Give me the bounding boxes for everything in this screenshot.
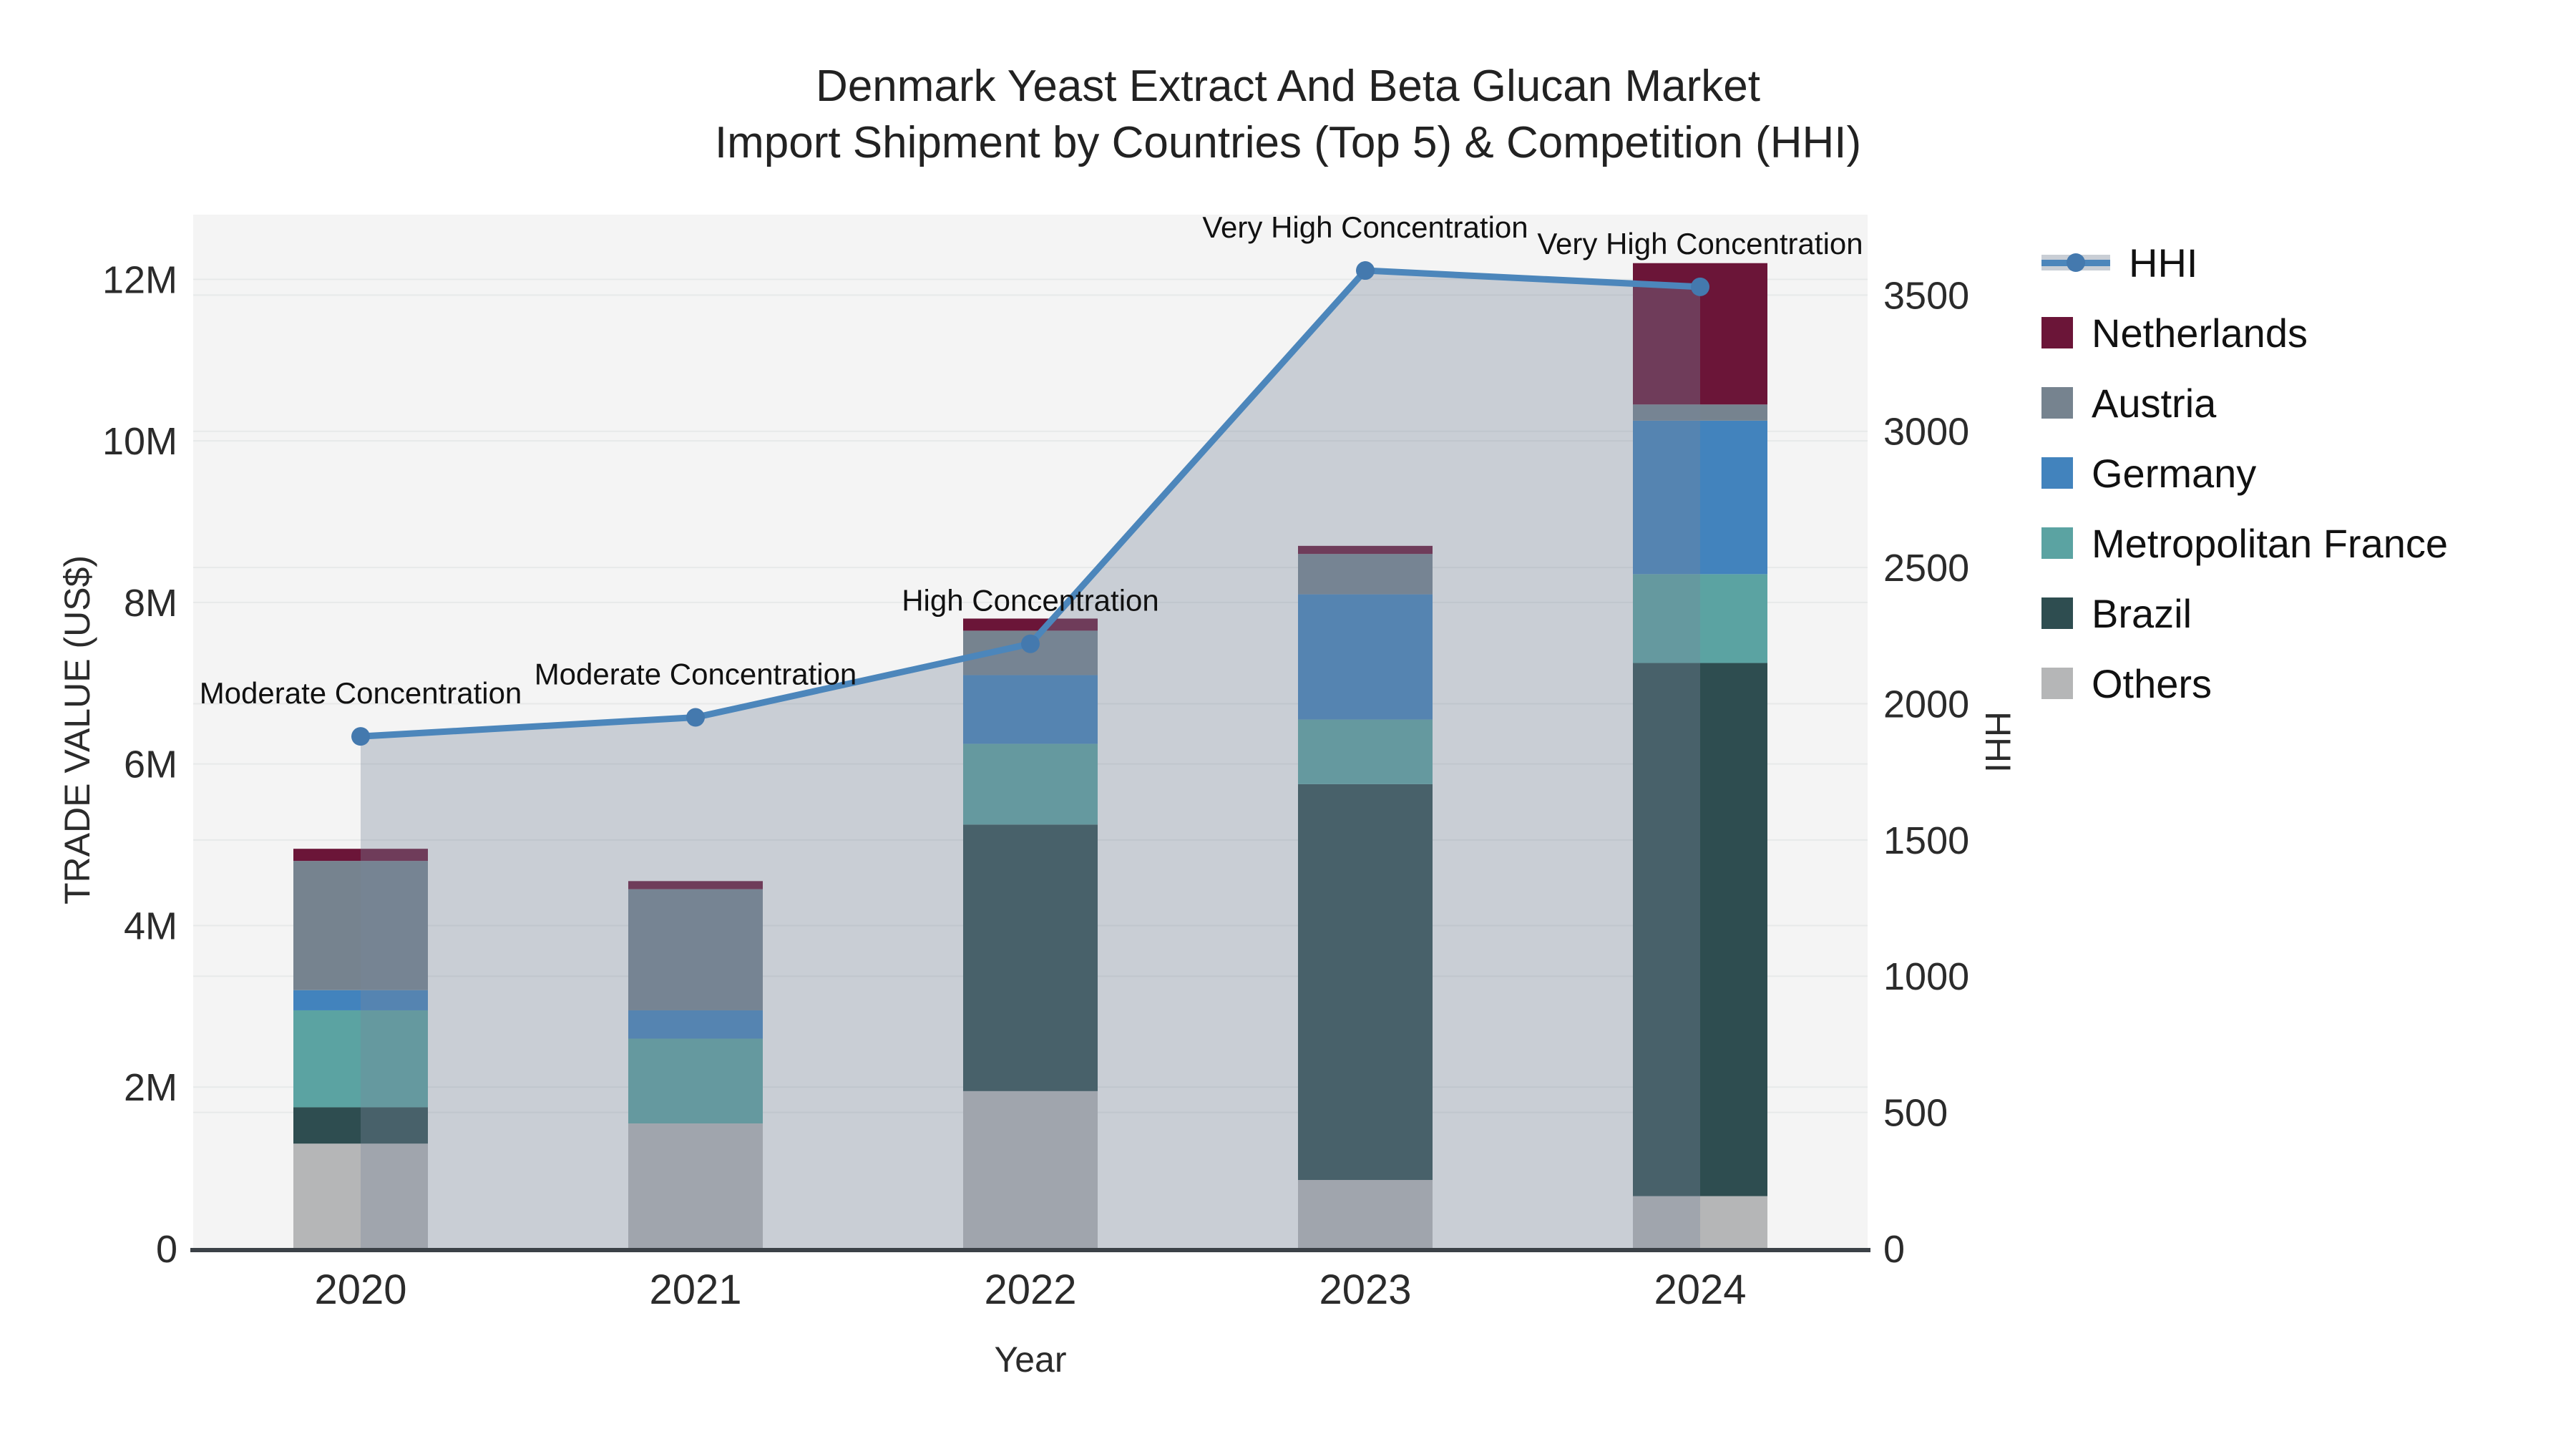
- legend-label-brazil: Brazil: [2092, 590, 2192, 636]
- bar-segment-metropolitan-france-2024: [1633, 574, 1767, 663]
- y-right-tick-label-0: 0: [1883, 1228, 1905, 1271]
- legend-item-others[interactable]: Others: [2041, 648, 2448, 718]
- legend-swatch-austria: [2041, 387, 2073, 419]
- x-tick-label-2020: 2020: [314, 1267, 406, 1313]
- annotation-2022: High Concentration: [902, 584, 1159, 618]
- bar-segment-others-2020: [293, 1143, 428, 1249]
- x-tick-label-2023: 2023: [1319, 1267, 1411, 1313]
- hhi-marker-2022: [1021, 634, 1040, 653]
- bar-segment-austria-2020: [293, 861, 428, 990]
- legend-item-austria[interactable]: Austria: [2041, 368, 2448, 438]
- legend-label-germany: Germany: [2092, 450, 2257, 496]
- hhi-area-fill: [361, 270, 1700, 1249]
- y-left-axis-title: TRADE VALUE (US$): [57, 555, 97, 905]
- y-right-tick-label-1000: 1000: [1883, 955, 1969, 998]
- legend-swatch-netherlands: [2041, 317, 2073, 348]
- bar-segment-brazil-2022: [963, 824, 1098, 1091]
- x-tick-label-2021: 2021: [649, 1267, 741, 1313]
- legend-label-hhi: HHI: [2129, 240, 2198, 286]
- legend-swatch-others: [2041, 668, 2073, 699]
- legend-label-netherlands: Netherlands: [2092, 310, 2308, 356]
- bar-segment-netherlands-2021: [628, 881, 763, 889]
- annotation-2024: Very High Concentration: [1537, 227, 1863, 260]
- bar-segment-netherlands-2022: [963, 618, 1098, 631]
- chart-title-line1: Denmark Yeast Extract And Beta Glucan Ma…: [816, 62, 1760, 111]
- y-left-tick-label-8: 8M: [124, 582, 177, 625]
- bar-segment-germany-2024: [1633, 420, 1767, 575]
- x-axis-title: Year: [994, 1340, 1067, 1380]
- legend-item-hhi[interactable]: HHI: [2041, 228, 2448, 298]
- bar-segment-metropolitan-france-2022: [963, 743, 1098, 825]
- y-right-axis-title: HHI: [1978, 711, 2018, 774]
- bar-segment-netherlands-2023: [1298, 545, 1433, 555]
- y-left-tick-label-6: 6M: [124, 743, 177, 786]
- legend-item-netherlands[interactable]: Netherlands: [2041, 298, 2448, 368]
- bar-segment-germany-2023: [1298, 594, 1433, 720]
- legend-swatch-brazil: [2041, 597, 2073, 629]
- y-left-tick-label-4: 4M: [124, 904, 177, 947]
- x-tick-label-2024: 2024: [1654, 1267, 1746, 1313]
- hhi-marker-2020: [351, 727, 370, 746]
- bar-segment-germany-2021: [628, 1010, 763, 1039]
- legend-item-metropolitan-france[interactable]: Metropolitan France: [2041, 508, 2448, 578]
- bar-segment-others-2021: [628, 1123, 763, 1249]
- bar-segment-austria-2024: [1633, 404, 1767, 421]
- bar-segment-netherlands-2020: [293, 849, 428, 862]
- bar-segment-metropolitan-france-2023: [1298, 719, 1433, 784]
- legend-label-others: Others: [2092, 660, 2212, 706]
- legend-line-swatch-dot: [2067, 253, 2085, 272]
- bar-segment-austria-2021: [628, 889, 763, 1010]
- y-right-tick-label-1500: 1500: [1883, 819, 1969, 862]
- annotation-2021: Moderate Concentration: [535, 658, 857, 691]
- hhi-marker-2024: [1691, 277, 1709, 296]
- bar-segment-austria-2023: [1298, 554, 1433, 595]
- bar-segment-brazil-2023: [1298, 784, 1433, 1181]
- legend-swatch-metropolitan-france: [2041, 527, 2073, 559]
- y-left-tick-label-2: 2M: [124, 1066, 177, 1109]
- x-tick-label-2022: 2022: [984, 1267, 1076, 1313]
- annotation-2023: Very High Concentration: [1202, 210, 1528, 244]
- y-left-tick-label-10: 10M: [102, 420, 177, 463]
- bar-segment-brazil-2020: [293, 1107, 428, 1144]
- bar-segment-germany-2022: [963, 675, 1098, 744]
- y-right-tick-label-3500: 3500: [1883, 274, 1969, 317]
- bar-segment-metropolitan-france-2021: [628, 1038, 763, 1124]
- legend-label-austria: Austria: [2092, 380, 2217, 426]
- chart-title: Denmark Yeast Extract And Beta Glucan Ma…: [0, 59, 2576, 171]
- y-right-tick-label-2000: 2000: [1883, 683, 1969, 726]
- legend-item-brazil[interactable]: Brazil: [2041, 578, 2448, 648]
- chart-title-line2: Import Shipment by Countries (Top 5) & C…: [714, 117, 1862, 167]
- y-left-tick-label-12: 12M: [102, 258, 177, 301]
- legend-item-germany[interactable]: Germany: [2041, 438, 2448, 508]
- legend-label-metropolitan-france: Metropolitan France: [2092, 520, 2449, 566]
- bar-segment-others-2024: [1633, 1196, 1767, 1249]
- legend-swatch-germany: [2041, 457, 2073, 489]
- y-right-tick-label-500: 500: [1883, 1092, 1948, 1135]
- y-right-tick-label-2500: 2500: [1883, 547, 1969, 590]
- bar-segment-brazil-2024: [1633, 663, 1767, 1196]
- hhi-marker-2021: [686, 708, 705, 727]
- legend: HHI Netherlands Austria Germany Metropolitan…: [2041, 228, 2448, 718]
- y-right-tick-label-3000: 3000: [1883, 411, 1969, 454]
- legend-line-swatch-hhi: [2041, 247, 2110, 278]
- annotation-2020: Moderate Concentration: [200, 676, 522, 710]
- bar-segment-metropolitan-france-2020: [293, 1010, 428, 1108]
- hhi-marker-2023: [1356, 261, 1375, 280]
- bar-segment-germany-2020: [293, 990, 428, 1010]
- bar-segment-others-2022: [963, 1091, 1098, 1249]
- bar-segment-others-2023: [1298, 1180, 1433, 1249]
- y-left-tick-label-0: 0: [156, 1228, 177, 1271]
